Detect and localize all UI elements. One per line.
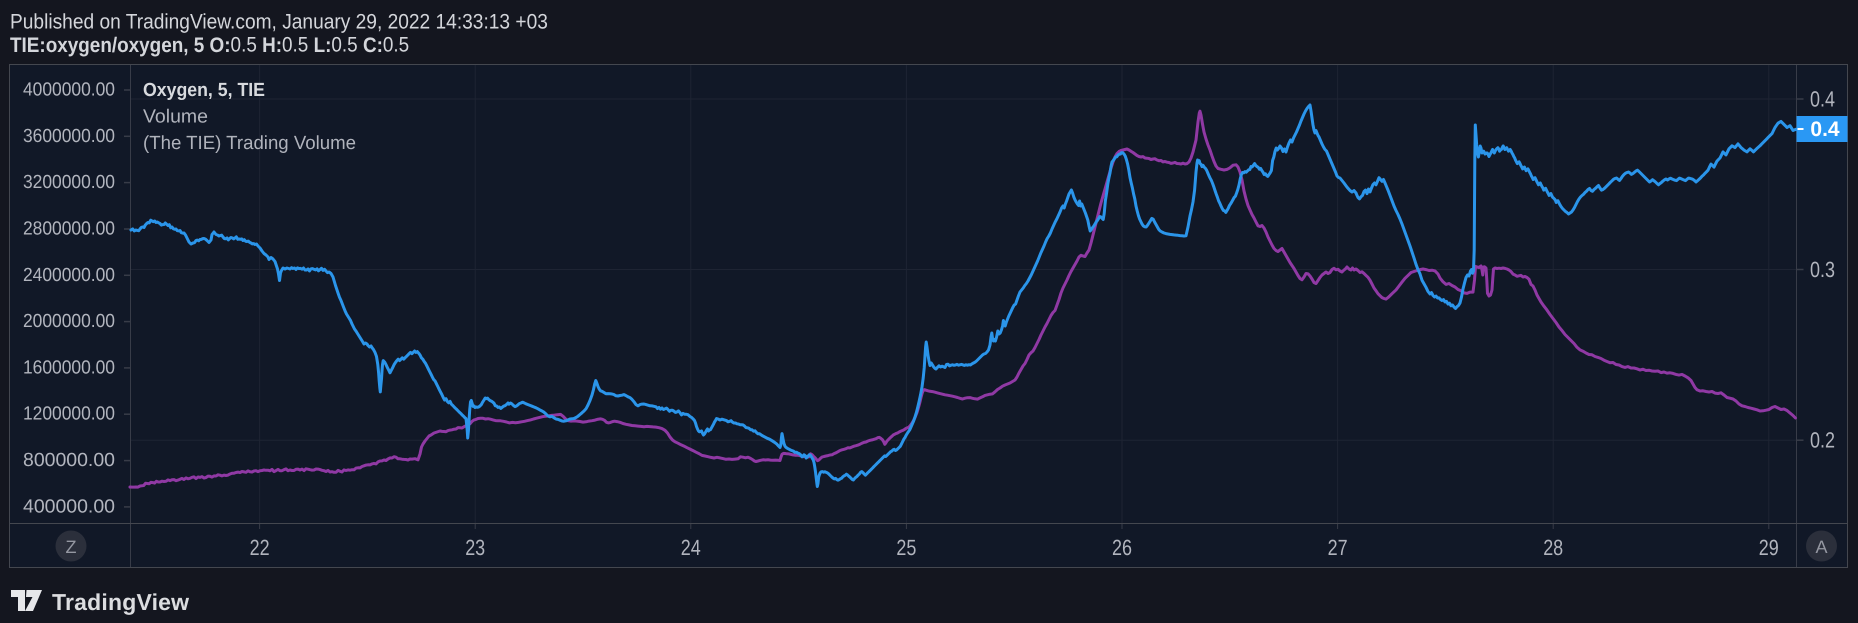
svg-text:TIE:oxygen/oxygen, 5 O:0.5 H:: TIE:oxygen/oxygen, 5 O:0.5 H:0.5 L:0.5 C…: [10, 34, 409, 57]
svg-text:A: A: [1815, 537, 1827, 557]
svg-text:28: 28: [1543, 535, 1563, 560]
svg-text:3200000.00: 3200000.00: [23, 172, 115, 193]
svg-text:24: 24: [681, 535, 701, 560]
svg-text:TradingView: TradingView: [52, 589, 189, 615]
svg-text:800000.00: 800000.00: [23, 450, 115, 471]
svg-text:3600000.00: 3600000.00: [23, 126, 115, 147]
svg-text:0.3: 0.3: [1810, 257, 1835, 282]
svg-text:Oxygen, 5, TIE: Oxygen, 5, TIE: [143, 80, 265, 101]
svg-text:26: 26: [1112, 535, 1132, 560]
svg-text:Z: Z: [66, 537, 77, 557]
svg-text:25: 25: [896, 535, 916, 560]
svg-text:(The TIE) Trading Volume: (The TIE) Trading Volume: [143, 133, 356, 154]
svg-text:Volume: Volume: [143, 107, 208, 128]
svg-text:1200000.00: 1200000.00: [23, 404, 115, 425]
svg-text:2000000.00: 2000000.00: [23, 311, 115, 332]
svg-text:27: 27: [1328, 535, 1348, 560]
svg-text:0.2: 0.2: [1810, 428, 1835, 453]
svg-text:1600000.00: 1600000.00: [23, 357, 115, 378]
svg-text:0.4: 0.4: [1810, 87, 1835, 112]
svg-text:0.4: 0.4: [1810, 118, 1840, 141]
svg-text:4000000.00: 4000000.00: [23, 80, 115, 101]
svg-text:2800000.00: 2800000.00: [23, 219, 115, 240]
svg-text:22: 22: [250, 535, 270, 560]
svg-text:29: 29: [1759, 535, 1779, 560]
svg-text:400000.00: 400000.00: [23, 496, 115, 517]
svg-text:23: 23: [465, 535, 485, 560]
svg-text:2400000.00: 2400000.00: [23, 265, 115, 286]
svg-text:Published on TradingView.com,: Published on TradingView.com, January 29…: [10, 11, 548, 34]
